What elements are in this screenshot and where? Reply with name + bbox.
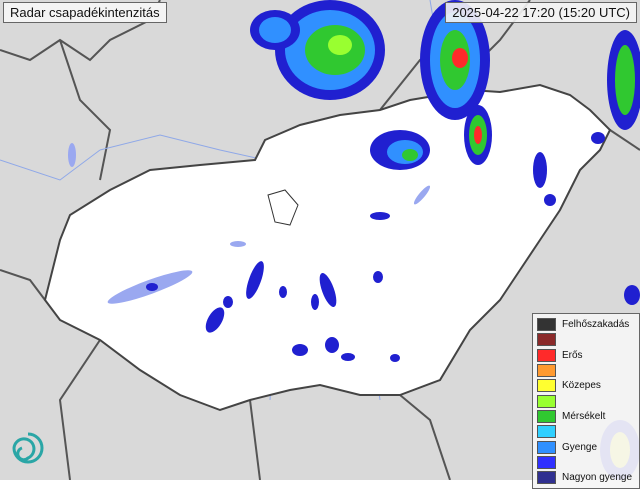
budapest-boundary <box>267 189 299 226</box>
timestamp: 2025-04-22 17:20 (15:20 UTC) <box>445 2 637 23</box>
legend-item: Gyenge <box>537 439 635 454</box>
legend-swatch <box>537 440 556 454</box>
legend-item <box>537 363 635 378</box>
legend-item: Mérsékelt <box>537 409 635 424</box>
legend-swatch <box>537 364 556 378</box>
legend-swatch <box>537 471 556 485</box>
legend-item <box>537 424 635 439</box>
legend-item <box>537 332 635 347</box>
legend-swatch <box>537 409 556 423</box>
radar-echoes <box>146 0 640 480</box>
legend-item: Közepes <box>537 378 635 393</box>
legend-item: Nagyon gyenge <box>537 470 635 485</box>
legend-swatch <box>537 333 556 347</box>
intensity-legend: Felhőszakadás Erős Közepes Mérsékelt Gyenge N… <box>532 313 640 489</box>
legend-swatch <box>537 425 556 439</box>
legend-label: Mérsékelt <box>562 410 606 422</box>
legend-item: Erős <box>537 348 635 363</box>
legend-label: Gyenge <box>562 441 598 453</box>
legend-item: Felhőszakadás <box>537 317 635 332</box>
legend-swatch <box>537 348 556 362</box>
legend-swatch <box>537 394 556 408</box>
legend-swatch <box>537 318 556 332</box>
map-title: Radar csapadékintenzitás <box>3 2 167 23</box>
legend-label: Erős <box>562 349 583 361</box>
legend-label: Felhőszakadás <box>562 319 630 331</box>
omsz-spiral-logo-icon <box>12 432 44 464</box>
legend-label: Nagyon gyenge <box>562 472 633 484</box>
legend-item <box>537 455 635 470</box>
legend-swatch <box>537 455 556 469</box>
hungary-country <box>43 83 612 412</box>
legend-label: Közepes <box>562 380 601 392</box>
legend-item <box>537 393 635 408</box>
legend-swatch <box>537 379 556 393</box>
